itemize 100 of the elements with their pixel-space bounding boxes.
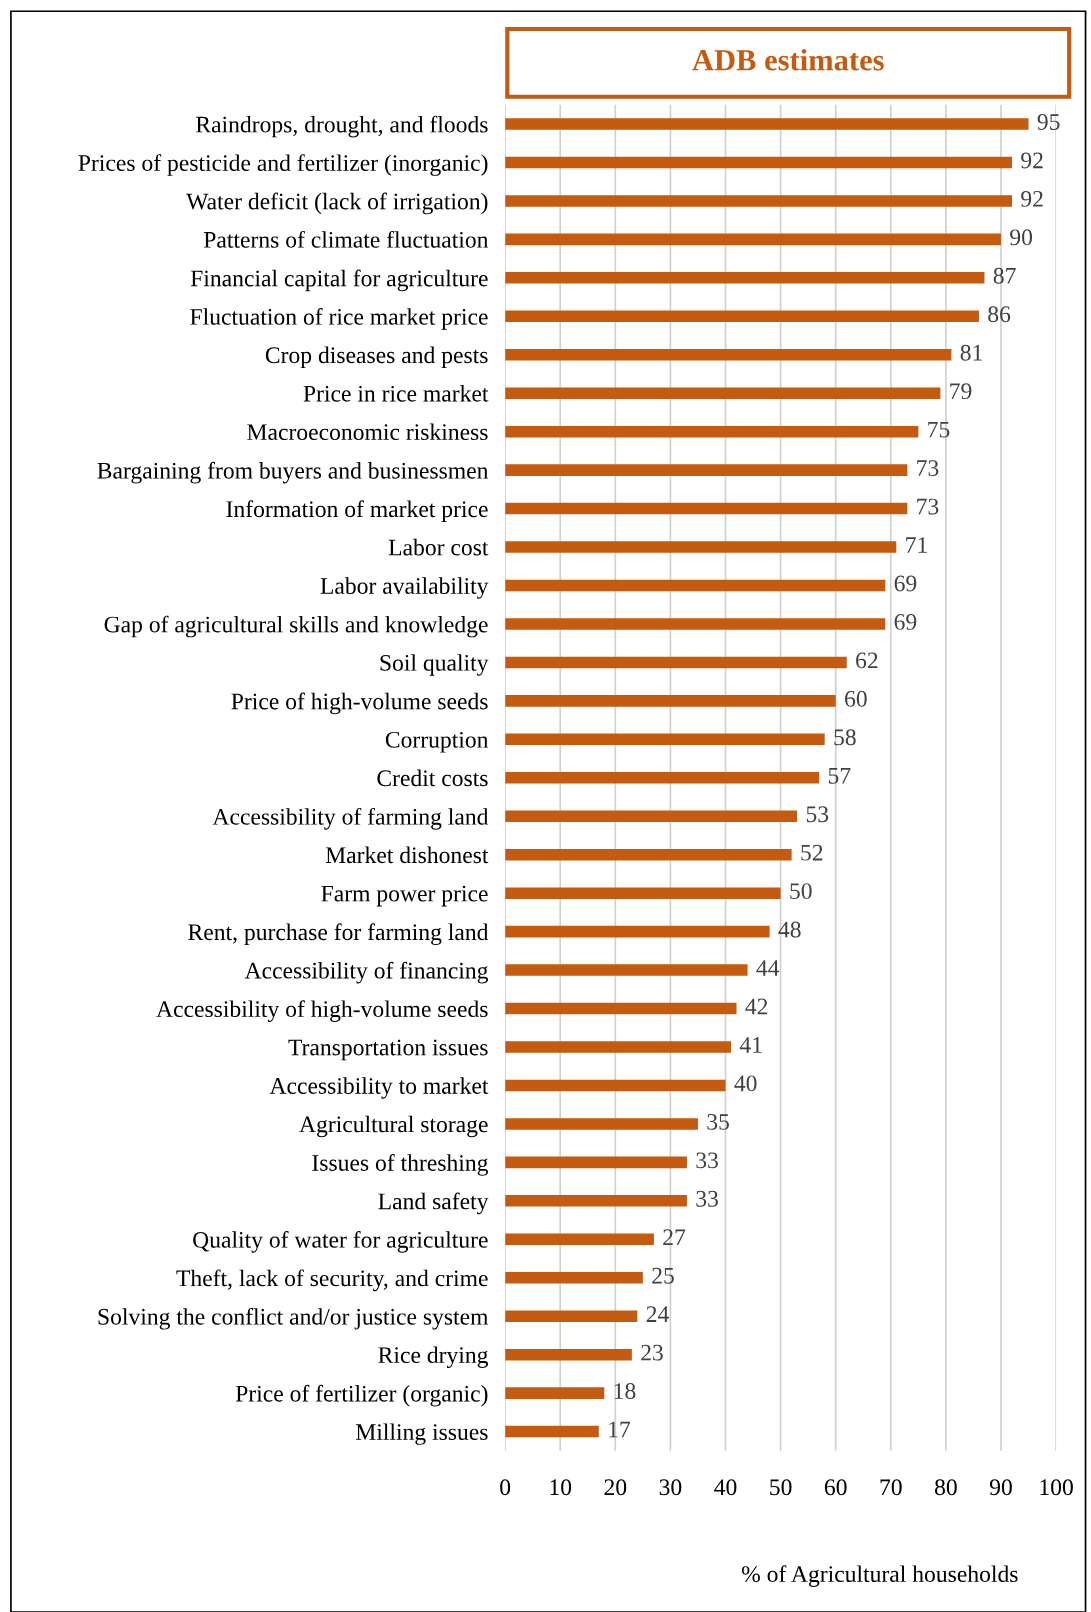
data-label: 73 (917, 498, 939, 515)
bar (505, 1041, 732, 1053)
bar (505, 772, 820, 784)
bar (505, 1195, 687, 1207)
y-tick-label: Land safety (378, 1192, 489, 1215)
bar (505, 1156, 687, 1169)
x-tick-label: 20 (604, 1479, 627, 1496)
y-tick-label: Gap of agricultural skills and knowledge (104, 615, 488, 638)
y-tick-label: Financial capital for agriculture (190, 269, 488, 292)
data-label: 50 (790, 883, 812, 900)
y-tick-label: Labor availability (320, 577, 489, 599)
bar (505, 1118, 698, 1130)
bar (505, 1079, 726, 1092)
data-label: 58 (834, 729, 856, 746)
data-label: 81 (960, 344, 982, 361)
bar (505, 195, 1013, 207)
y-tick-label: Theft, lack of security, and crime (176, 1269, 488, 1292)
y-tick-label: Accessibility of high-volume seeds (156, 1000, 488, 1022)
data-label: 73 (917, 460, 939, 477)
x-tick-label: 60 (824, 1479, 847, 1496)
y-tick-label: Issues of threshing (312, 1154, 489, 1176)
data-label: 44 (756, 960, 780, 976)
y-tick-label: Credit costs (377, 769, 488, 787)
y-tick-label: Accessibility of farming land (212, 807, 489, 830)
y-tick-label: Accessibility of financing (244, 961, 489, 984)
bar (505, 425, 919, 438)
data-label: 33 (696, 1152, 718, 1169)
data-label: 41 (739, 1037, 762, 1053)
y-tick-label: Agricultural storage (299, 1115, 488, 1138)
data-label: 92 (1021, 152, 1043, 169)
y-tick-label: Price in rice market (303, 385, 489, 402)
data-label: 60 (845, 690, 867, 707)
y-tick-label: Milling issues (355, 1423, 488, 1445)
bar (505, 272, 985, 284)
data-label: 48 (778, 921, 801, 938)
bar (505, 964, 748, 976)
x-tick-label: 50 (770, 1479, 792, 1496)
y-tick-label: Transportation issues (288, 1039, 488, 1061)
data-label: 75 (928, 421, 950, 438)
bar (505, 1310, 638, 1322)
bar (505, 618, 886, 630)
data-label: 23 (641, 1344, 663, 1361)
data-label: 25 (652, 1267, 674, 1284)
y-tick-label: Farm power price (321, 885, 488, 907)
data-label: 71 (906, 537, 927, 553)
y-tick-label: Price of fertilizer (organic) (235, 1384, 488, 1407)
bar (505, 810, 798, 823)
x-tick-label: 40 (714, 1479, 737, 1496)
data-label: 52 (801, 844, 823, 861)
y-tick-label: Price of high-volume seeds (231, 692, 488, 715)
data-label: 33 (696, 1190, 718, 1207)
data-label: 42 (745, 998, 768, 1015)
y-tick-label: Corruption (385, 731, 489, 753)
data-label: 62 (856, 652, 878, 669)
data-label: 86 (988, 306, 1011, 323)
bar (505, 233, 1001, 246)
bar (505, 848, 792, 861)
bar (505, 310, 979, 323)
bar (505, 695, 836, 707)
bar (505, 887, 781, 899)
y-tick-label: Information of market price (226, 500, 488, 522)
x-tick-label: 10 (550, 1479, 572, 1496)
bar (505, 1425, 599, 1438)
y-tick-label: Bargaining from buyers and businessmen (97, 461, 489, 484)
bar (505, 156, 1013, 169)
bar (505, 656, 847, 669)
bar (505, 1233, 654, 1246)
y-tick-label: Rice drying (378, 1346, 489, 1368)
y-tick-label: Market dishonest (325, 846, 489, 864)
y-tick-label: Soil quality (380, 654, 489, 676)
data-label: 40 (734, 1075, 757, 1092)
data-label: 95 (1037, 114, 1060, 130)
y-tick-label: Raindrops, drought, and floods (196, 115, 488, 138)
x-tick-label: 70 (880, 1479, 902, 1496)
x-tick-label: 30 (659, 1479, 682, 1496)
data-label: 18 (614, 1383, 636, 1400)
data-label: 90 (1010, 229, 1033, 246)
x-axis-title: % of Agricultural households (741, 1565, 1018, 1587)
data-label: 69 (894, 614, 917, 630)
bar (505, 541, 897, 553)
data-label: 35 (707, 1113, 729, 1130)
data-label: 79 (950, 383, 972, 400)
chart-title: ADB estimates (692, 49, 884, 71)
bar (505, 502, 908, 515)
data-label: 53 (806, 806, 829, 823)
bar (505, 348, 952, 361)
data-label: 17 (609, 1421, 631, 1438)
data-label: 27 (663, 1229, 686, 1245)
data-label: 92 (1021, 190, 1043, 207)
bar (505, 579, 886, 592)
bar (505, 1348, 632, 1361)
y-tick-label: Patterns of climate fluctuation (203, 230, 489, 248)
y-tick-label: Crop diseases and pests (265, 346, 488, 368)
data-label: 69 (894, 575, 917, 592)
bar (505, 387, 941, 399)
bar (505, 1002, 737, 1015)
bar (505, 464, 908, 476)
bar (505, 733, 825, 746)
y-tick-label: Fluctuation of rice market price (190, 307, 488, 330)
y-tick-label: Accessibility to market (269, 1077, 489, 1099)
